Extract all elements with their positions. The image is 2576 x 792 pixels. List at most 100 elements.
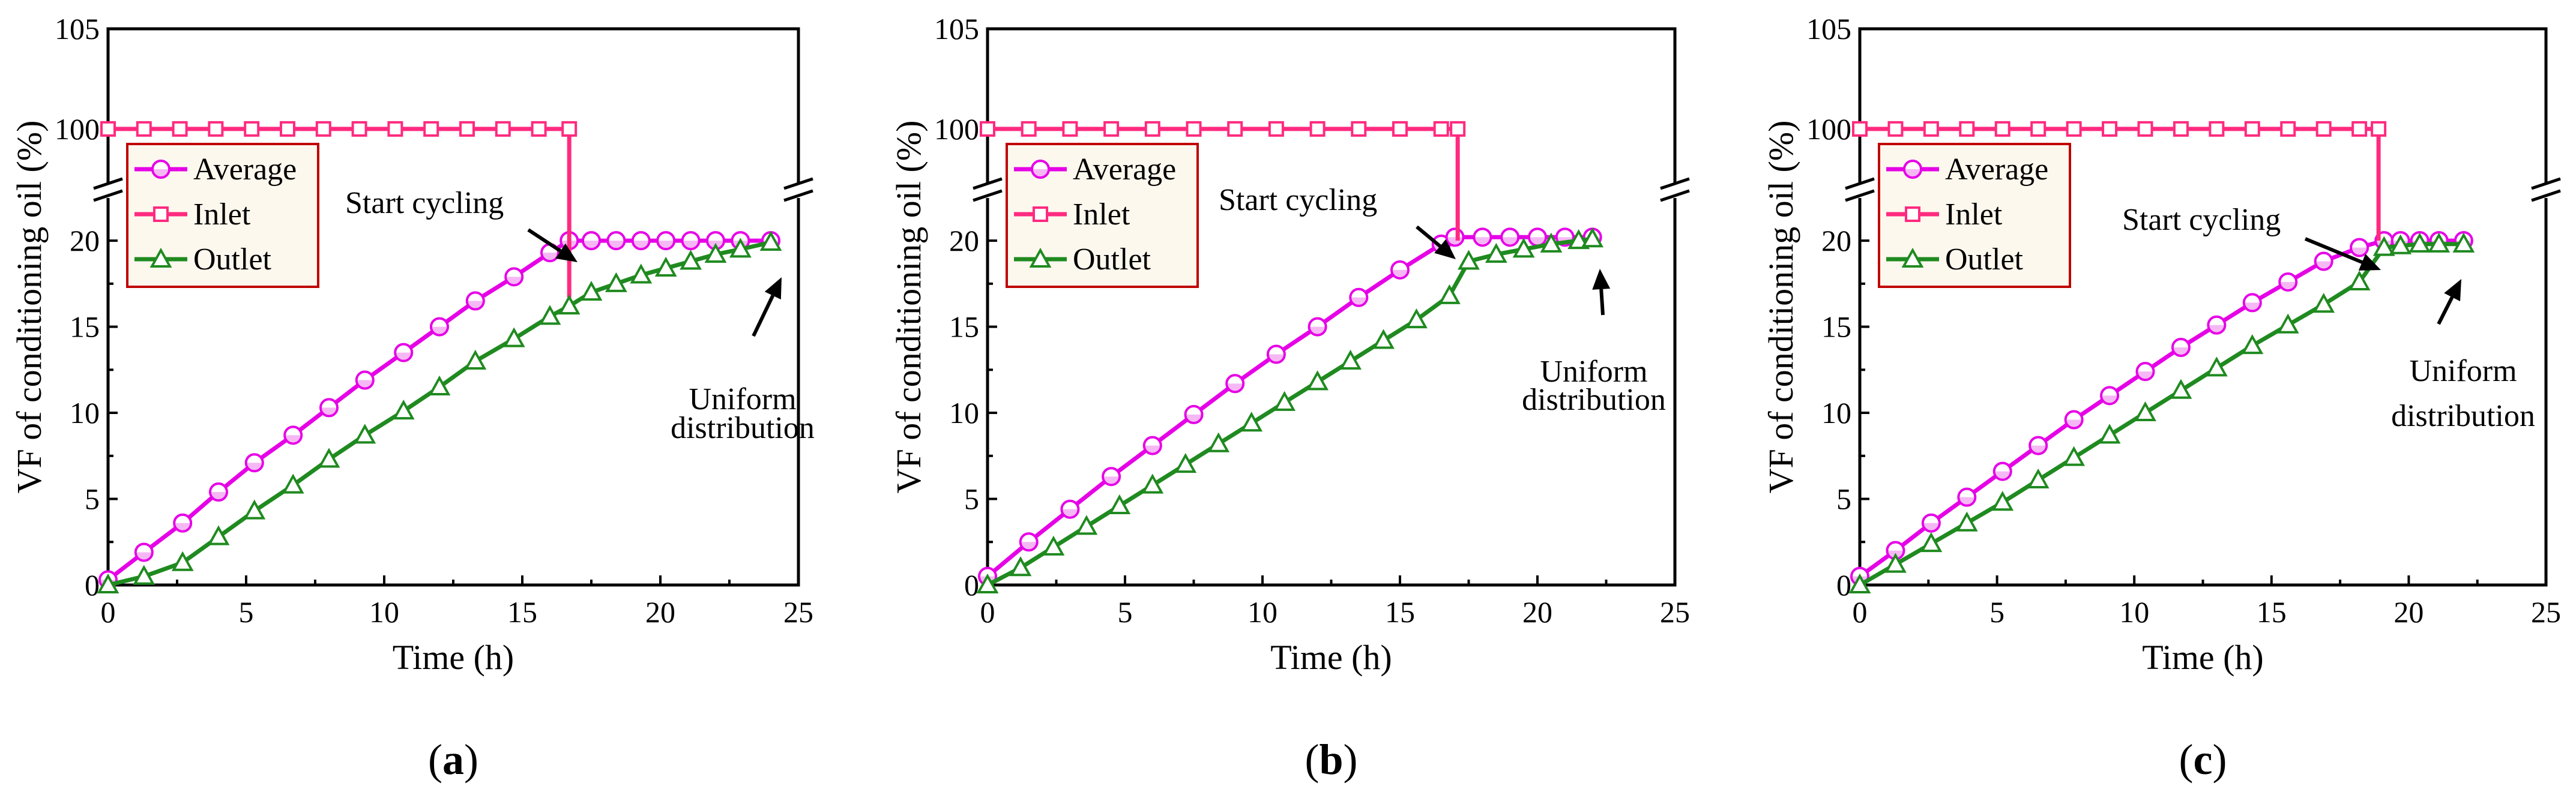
point-outlet xyxy=(2372,236,2395,256)
legend: Average Inlet Outlet xyxy=(126,143,319,288)
point-average-half xyxy=(1186,414,1201,422)
point-average-half xyxy=(1021,542,1036,550)
annotation-distribution: distribution xyxy=(2391,399,2535,433)
x-tick-label: 10 xyxy=(1247,595,1277,629)
series-inlet xyxy=(1852,121,2387,241)
point-inlet xyxy=(1994,121,2010,137)
point-average-half xyxy=(396,352,411,360)
point-inlet xyxy=(980,121,995,137)
point-outlet xyxy=(1485,242,1507,263)
point-inlet xyxy=(531,121,547,137)
point-average-half xyxy=(584,241,599,248)
legend-label-inlet: Inlet xyxy=(193,197,251,232)
legend-label-inlet: Inlet xyxy=(1945,197,2003,232)
point-outlet xyxy=(630,263,653,284)
point-inlet xyxy=(315,121,331,137)
y-tick-label: 10 xyxy=(1821,396,1851,430)
legend-marker-inlet xyxy=(1033,206,1048,222)
x-tick-label: 0 xyxy=(1853,595,1868,629)
axis-break-mark xyxy=(1660,189,1690,202)
point-average-half xyxy=(1959,497,1974,505)
series-inlet xyxy=(980,121,1466,241)
point-average-half xyxy=(175,523,190,530)
point-average-half xyxy=(659,241,674,248)
y-tick-label: 5 xyxy=(964,482,979,516)
axis-break-mark xyxy=(1845,177,1875,190)
point-average-half xyxy=(683,241,698,248)
point-outlet xyxy=(2348,270,2371,290)
legend-marker-outlet xyxy=(149,247,172,268)
annotation-start-arrow-head xyxy=(2358,254,2381,271)
point-outlet xyxy=(318,448,340,468)
point-outlet xyxy=(1042,535,1065,556)
point-outlet xyxy=(2098,424,2121,444)
x-tick-label: 20 xyxy=(645,595,675,629)
point-inlet xyxy=(2066,121,2082,137)
y-tick-label: 15 xyxy=(1821,310,1851,344)
point-inlet xyxy=(1887,121,1904,137)
series-line-average xyxy=(106,238,771,582)
legend: Average Inlet Outlet xyxy=(1878,143,2071,288)
x-axis-title: Time (h) xyxy=(2142,638,2264,677)
point-inlet xyxy=(172,121,188,137)
annotation-start-arrow-head xyxy=(555,243,578,262)
x-tick-label: 25 xyxy=(783,595,813,629)
point-inlet xyxy=(459,121,475,137)
point-average-half xyxy=(2031,445,2046,453)
point-average-half xyxy=(1393,269,1407,277)
point-average-half xyxy=(286,435,301,443)
point-inlet xyxy=(1268,121,1284,137)
point-average-half xyxy=(1228,383,1243,391)
point-inlet xyxy=(2371,121,2387,137)
point-average-half xyxy=(468,301,483,308)
point-inlet xyxy=(1959,121,1975,137)
annotation-distribution: distribution xyxy=(1522,383,1666,417)
axis-break-mark xyxy=(783,177,813,190)
point-outlet xyxy=(538,305,561,325)
point-outlet xyxy=(2276,313,2299,334)
point-average-half xyxy=(211,492,226,500)
point-outlet xyxy=(1273,391,1296,411)
series-line-average xyxy=(1858,238,2464,578)
y-tick-label: 100 xyxy=(1806,112,1851,146)
panel-caption: (b) xyxy=(1305,736,1357,784)
point-inlet xyxy=(351,121,367,137)
point-outlet xyxy=(1306,370,1329,391)
point-outlet xyxy=(1848,573,1871,593)
point-outlet xyxy=(354,424,376,444)
point-outlet xyxy=(1920,532,1943,553)
panel-caption: (a) xyxy=(428,736,478,784)
series-line-outlet xyxy=(107,240,771,587)
legend-label-outlet: Outlet xyxy=(1945,242,2024,277)
point-outlet xyxy=(2027,468,2050,488)
annotation-start-cycling: Start cycling xyxy=(1219,183,1377,217)
annotation-uniform: Uniform xyxy=(2409,354,2517,388)
y-tick-label: 0 xyxy=(964,568,979,602)
point-average-half xyxy=(1503,237,1518,245)
point-outlet xyxy=(1955,511,1978,532)
point-inlet xyxy=(2030,121,2047,137)
annotation-start-arrow-head xyxy=(1434,239,1456,259)
x-tick-label: 5 xyxy=(1118,595,1133,629)
annotation-start-cycling: Start cycling xyxy=(2122,203,2281,237)
annotation-start-arrow-shaft xyxy=(527,228,562,253)
point-inlet xyxy=(1103,121,1120,137)
point-inlet xyxy=(1062,121,1078,137)
annotation-start-cycling: Start cycling xyxy=(345,186,504,220)
point-outlet xyxy=(1174,453,1197,473)
series-average xyxy=(98,231,780,590)
point-average-half xyxy=(2102,395,2117,403)
point-average-half xyxy=(1310,326,1325,334)
axis-break-mark xyxy=(2531,177,2561,190)
y-tick-label: 10 xyxy=(949,396,979,430)
annotation-uniform-arrow-shaft xyxy=(752,295,775,337)
point-average-half xyxy=(2245,302,2260,310)
point-outlet xyxy=(580,281,603,301)
point-outlet xyxy=(243,499,266,520)
legend-marker-outlet xyxy=(1901,247,1924,268)
point-outlet xyxy=(605,272,627,292)
point-outlet xyxy=(1567,229,1590,250)
point-outlet xyxy=(1884,553,1907,573)
legend-marker-average-half xyxy=(1905,169,1920,176)
